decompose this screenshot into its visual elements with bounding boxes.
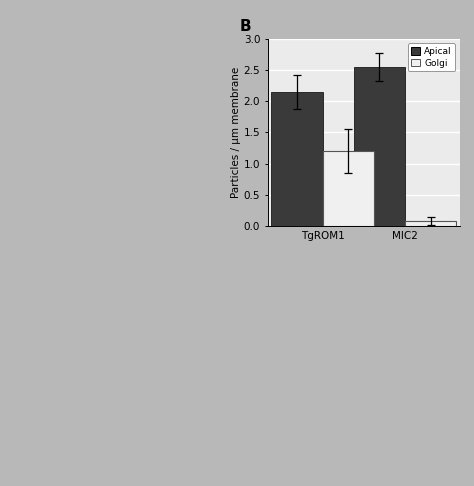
Bar (272, 92, 323, 226)
Bar (354, 67, 405, 226)
Bar (405, 221, 456, 226)
Text: B: B (239, 19, 251, 34)
Bar (323, 151, 374, 226)
Y-axis label: Particles / μm membrane: Particles / μm membrane (231, 67, 241, 198)
Legend: Apical, Golgi: Apical, Golgi (408, 43, 455, 71)
